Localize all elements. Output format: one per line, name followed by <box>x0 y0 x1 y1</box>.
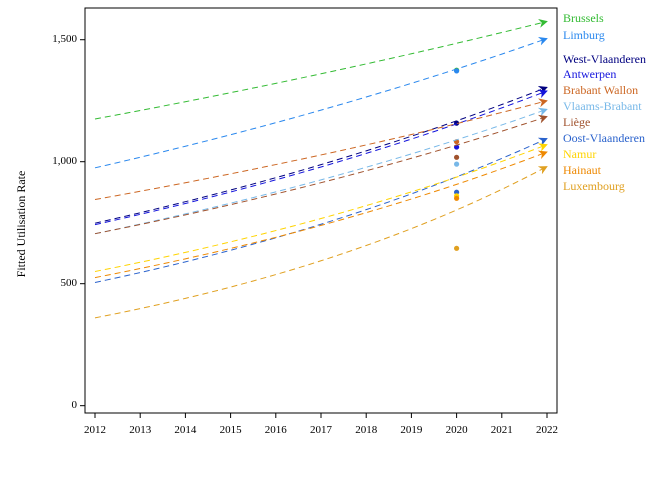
legend-label-brussels: Brussels <box>563 11 604 25</box>
series-line-brabant-wallon <box>94 98 548 201</box>
x-tick-label: 2013 <box>129 424 152 436</box>
y-tick-label: 1,000 <box>52 155 77 167</box>
x-tick-label: 2014 <box>174 424 197 436</box>
series-line-west-vlaanderen <box>94 86 548 224</box>
data-point-vlaams-brabant <box>454 161 460 167</box>
legend-label-vlaams-brabant: Vlaams-Brabant <box>563 99 642 113</box>
legend-label-hainaut: Hainaut <box>563 163 602 177</box>
data-point-luxembourg <box>454 245 460 251</box>
legend-label-li-ge: Liège <box>563 115 590 129</box>
series-line-hainaut <box>94 150 548 279</box>
y-axis: 0 500 1,000 1,500 <box>52 33 85 411</box>
data-point-hainaut <box>454 195 460 201</box>
series-line-oost-vlaanderen <box>94 137 548 283</box>
legend-label-limburg: Limburg <box>563 28 605 42</box>
y-axis-title: Fitted Utilisation Rate <box>14 171 28 278</box>
legend-label-antwerpen: Antwerpen <box>563 67 616 81</box>
y-tick-label: 0 <box>72 399 78 411</box>
y-tick-label: 500 <box>61 277 78 289</box>
x-tick-label: 2020 <box>446 424 469 436</box>
x-axis: 2012 2013 2014 2015 2016 2017 2018 2019 2020 2021… <box>84 413 558 436</box>
legend-label-brabant-wallon: Brabant Wallon <box>563 83 638 97</box>
x-tick-label: 2021 <box>491 424 513 436</box>
x-tick-label: 2016 <box>265 424 288 436</box>
series-line-li-ge <box>94 114 548 235</box>
x-tick-label: 2017 <box>310 424 333 436</box>
y-tick-label: 1,500 <box>52 33 77 45</box>
x-tick-label: 2019 <box>400 424 423 436</box>
series-line-antwerpen <box>94 89 548 226</box>
series-line-brussels <box>94 19 548 120</box>
legend-label-namur: Namur <box>563 147 596 161</box>
x-tick-label: 2022 <box>536 424 558 436</box>
data-point-li-ge <box>454 154 460 160</box>
legend-label-luxembourg: Luxembourg <box>563 179 625 193</box>
x-tick-label: 2015 <box>220 424 243 436</box>
legend-label-west-vlaanderen: West-Vlaanderen <box>563 52 646 66</box>
data-point-limburg <box>454 68 460 74</box>
series-line-luxembourg <box>94 166 548 319</box>
series-line-vlaams-brabant <box>94 107 548 235</box>
x-tick-label: 2018 <box>355 424 378 436</box>
data-point-oost-vlaanderen <box>454 189 460 195</box>
legend-label-oost-vlaanderen: Oost-Vlaanderen <box>563 131 645 145</box>
plot-area <box>84 7 558 414</box>
x-tick-label: 2012 <box>84 424 106 436</box>
series-line-namur <box>94 143 548 272</box>
series-line-limburg <box>94 36 548 169</box>
